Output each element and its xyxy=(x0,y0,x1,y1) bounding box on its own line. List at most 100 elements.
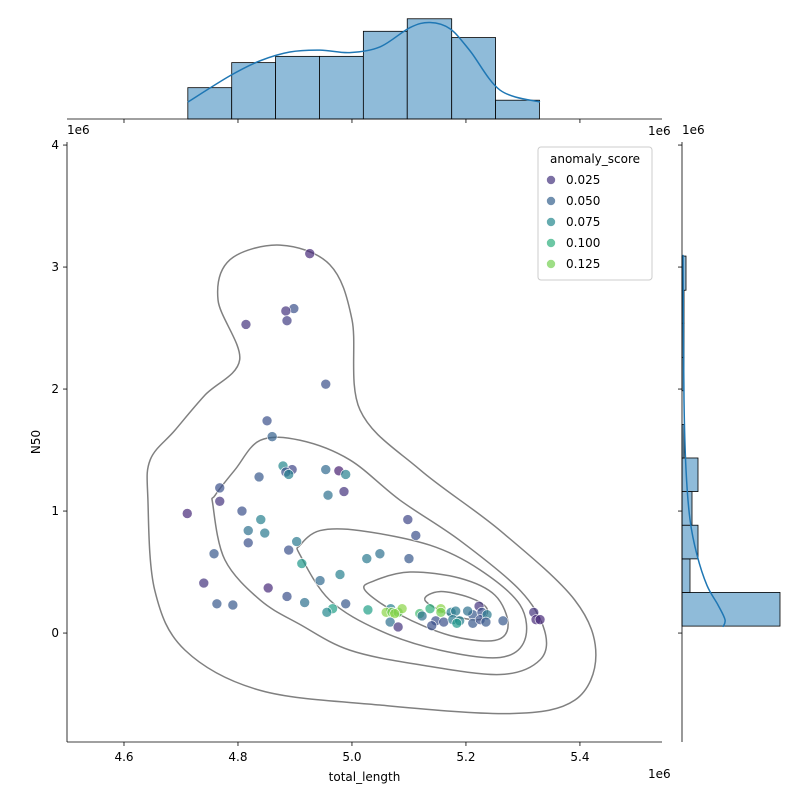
scatter-point xyxy=(181,508,193,519)
scatter-point xyxy=(426,620,438,632)
scatter-point xyxy=(424,603,436,614)
scatter-point xyxy=(198,577,210,589)
scatter-point xyxy=(396,603,408,614)
y-tick-label: 2 xyxy=(51,382,59,396)
y-tick-label: 1 xyxy=(51,504,59,518)
histogram-bar xyxy=(231,62,276,120)
scatter-point xyxy=(283,544,295,556)
scatter-point xyxy=(480,616,492,628)
histogram-bar xyxy=(681,558,691,593)
scatter-point xyxy=(214,495,226,507)
legend-marker xyxy=(546,238,556,248)
legend-label: 0.075 xyxy=(566,215,600,229)
legend-label: 0.050 xyxy=(566,194,600,208)
y-tick-label: 0 xyxy=(51,626,59,640)
kde-contour xyxy=(363,571,509,642)
scatter-point xyxy=(384,616,396,628)
legend-title: anomaly_score xyxy=(550,152,640,166)
scatter-point xyxy=(214,482,226,494)
scatter-point xyxy=(402,514,414,525)
kde-line xyxy=(682,254,726,628)
x-tick-label: 5.0 xyxy=(342,750,361,764)
scatter-point xyxy=(261,415,273,427)
y-tick-label: 3 xyxy=(51,260,59,274)
scatter-point xyxy=(389,608,401,619)
scatter-point xyxy=(334,569,346,580)
histogram-bar xyxy=(275,55,320,120)
legend-label: 0.025 xyxy=(566,173,600,187)
scatter-point xyxy=(362,604,374,616)
x-axis-label: total_length xyxy=(329,770,401,784)
scatter-point xyxy=(416,610,428,622)
scatter-point xyxy=(296,558,308,569)
kde-line xyxy=(187,21,541,103)
scatter-point xyxy=(462,605,473,617)
legend-box xyxy=(537,146,653,281)
x-tick-label: 4.8 xyxy=(228,750,247,764)
scatter-point xyxy=(291,536,302,547)
scatter-point xyxy=(236,505,248,517)
scatter-point xyxy=(266,431,278,442)
x-tick-label: 5.4 xyxy=(570,750,589,764)
x-tick-label: 4.6 xyxy=(114,750,133,764)
kde-contour xyxy=(146,244,597,715)
x-tick-label: 5.2 xyxy=(456,750,475,764)
scatter-point xyxy=(374,548,386,560)
scatter-point xyxy=(340,598,351,610)
y-offset-label: 1e6 xyxy=(67,123,90,137)
histogram-bar xyxy=(319,55,364,120)
histogram-bar xyxy=(362,30,408,120)
legend-marker xyxy=(546,259,556,269)
legend-marker xyxy=(546,217,556,227)
scatter-point xyxy=(281,591,293,602)
scatter-point xyxy=(314,575,326,586)
scatter-point xyxy=(280,305,292,317)
scatter-point xyxy=(255,514,267,525)
scatter-point xyxy=(227,599,239,611)
legend-label: 0.100 xyxy=(566,236,600,250)
scatter-point xyxy=(392,621,404,633)
scatter-point xyxy=(497,615,509,627)
scatter-point xyxy=(299,597,310,608)
histogram-bar xyxy=(681,524,699,560)
scatter-point xyxy=(321,607,333,618)
histogram-bar xyxy=(681,592,781,627)
scatter-point xyxy=(361,553,373,564)
scatter-point xyxy=(283,469,295,480)
histogram-bar xyxy=(681,457,699,492)
histogram-bar xyxy=(495,99,540,120)
scatter-point xyxy=(259,527,271,539)
legend-marker xyxy=(546,196,556,206)
scatter-point xyxy=(253,471,265,483)
y-offset-label: 1e6 xyxy=(682,123,705,137)
scatter-point xyxy=(211,598,223,610)
scatter-point xyxy=(338,486,350,497)
y-axis-label: N50 xyxy=(29,430,43,454)
legend-label: 0.125 xyxy=(566,257,600,271)
legend-marker xyxy=(546,175,556,185)
scatter-point xyxy=(403,553,415,564)
scatter-point xyxy=(340,469,351,480)
y-tick-label: 4 xyxy=(51,138,59,152)
scatter-point xyxy=(438,616,450,628)
scatter-point xyxy=(208,548,220,560)
kde-contour xyxy=(296,527,528,659)
x-offset-label: 1e6 xyxy=(648,124,671,138)
scatter-point xyxy=(451,617,463,629)
histogram-bar xyxy=(406,18,453,120)
scatter-point xyxy=(304,248,316,259)
scatter-point xyxy=(534,614,546,625)
scatter-point xyxy=(242,537,254,549)
scatter-point xyxy=(240,319,252,330)
scatter-point xyxy=(320,378,332,390)
scatter-point xyxy=(242,525,254,536)
x-offset-label: 1e6 xyxy=(648,767,671,781)
histogram-bar xyxy=(187,87,233,120)
scatter-point xyxy=(281,315,293,327)
scatter-point xyxy=(410,530,422,541)
scatter-point xyxy=(322,489,334,501)
scatter-point xyxy=(320,464,332,475)
scatter-point xyxy=(262,582,274,594)
